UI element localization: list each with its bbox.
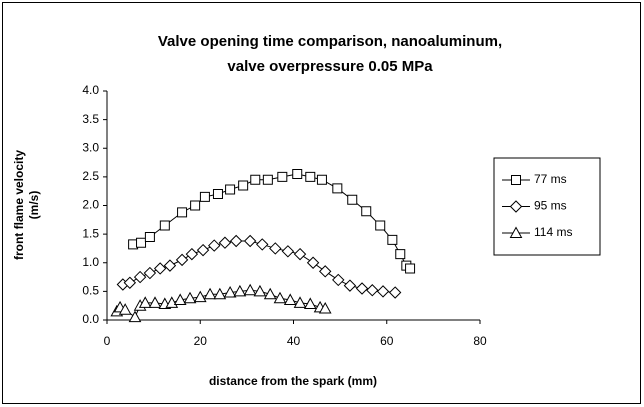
marker [133,270,147,284]
marker [388,286,402,299]
y-tick-label: 0.5 [82,284,99,298]
marker [281,245,295,258]
marker [229,234,243,248]
marker [306,256,320,269]
y-tick-label: 3.5 [82,112,99,126]
marker [256,238,269,251]
x-tick-label: 0 [104,334,111,348]
marker [293,247,307,261]
marker [277,171,288,182]
y-tick-label: 3.0 [82,140,99,154]
x-tick-label: 60 [380,334,394,348]
marker [233,284,247,297]
marker [332,273,345,287]
marker [218,236,232,249]
legend-label: 95 ms [534,199,567,213]
marker [347,194,358,205]
marker [183,291,197,304]
marker [361,206,372,217]
y-tick-label: 1.0 [82,255,99,269]
marker [269,242,282,255]
marker [144,231,155,242]
marker [366,284,379,297]
marker [253,284,267,297]
marker [212,189,223,200]
marker [355,282,369,295]
marker [375,220,386,231]
marker [225,184,236,195]
legend-label: 77 ms [534,172,567,186]
marker [263,287,277,300]
y-tick-label: 4.0 [82,83,99,97]
y-tick-label: 1.5 [82,226,99,240]
x-axis-label: distance from the spark (mm) [209,374,377,388]
marker [243,234,257,248]
marker [303,297,317,309]
legend-marker [509,226,523,238]
marker [175,253,189,267]
marker [283,293,297,305]
marker [292,169,303,180]
marker [190,200,201,211]
marker [243,283,257,296]
marker [159,220,170,231]
x-tick-label: 80 [473,334,487,348]
marker [405,263,416,274]
marker [128,239,139,250]
marker [262,174,273,185]
marker [153,262,167,275]
chart-title: Valve opening time comparison, nanoalumi… [158,33,502,50]
y-tick-label: 2.5 [82,169,99,183]
marker [395,249,406,260]
marker [185,247,199,261]
y-axis-label: (m/s) [27,191,41,220]
marker [163,259,177,272]
marker [293,296,307,308]
marker [223,285,237,298]
legend-marker [509,200,523,213]
marker [128,310,142,323]
marker [177,207,188,218]
y-tick-label: 2.0 [82,198,99,212]
marker [136,237,147,248]
marker [387,234,398,245]
marker [376,285,390,298]
marker [138,296,152,308]
marker [305,171,316,182]
marker [273,291,287,304]
marker [173,293,187,305]
marker [238,180,249,191]
marker [123,276,137,289]
marker [199,191,210,202]
x-tick-label: 20 [194,334,208,348]
marker [332,183,343,194]
marker [143,266,157,280]
marker [250,174,261,185]
marker [196,243,210,257]
chart-title: valve overpressure 0.05 MPa [227,58,433,75]
marker [343,279,357,292]
x-tick-label: 40 [287,334,301,348]
y-tick-label: 0.0 [82,312,99,326]
y-axis-label: front flame velocity [12,150,26,260]
marker [203,287,217,300]
marker [118,303,132,315]
marker [318,302,332,314]
marker [208,239,221,252]
marker [193,290,207,303]
legend-marker [511,175,521,185]
marker [213,287,227,300]
marker [318,265,332,278]
marker [148,296,162,308]
legend-label: 114 ms [534,225,572,239]
marker [316,174,327,185]
